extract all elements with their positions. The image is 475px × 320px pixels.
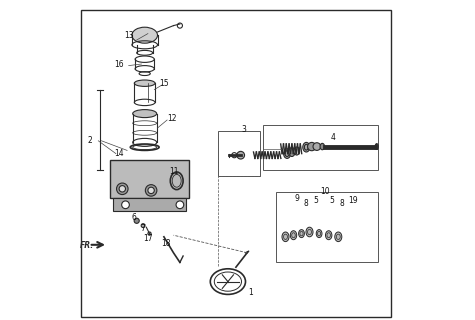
Ellipse shape	[299, 230, 304, 237]
Text: 8: 8	[339, 199, 344, 208]
Ellipse shape	[375, 144, 378, 149]
Ellipse shape	[294, 147, 300, 155]
Circle shape	[134, 218, 139, 223]
Ellipse shape	[335, 232, 342, 242]
Ellipse shape	[282, 232, 289, 242]
Text: 5: 5	[330, 196, 334, 204]
Text: 18: 18	[161, 239, 170, 248]
Bar	[110, 160, 190, 198]
Ellipse shape	[303, 142, 310, 152]
Ellipse shape	[289, 148, 295, 156]
Text: 8: 8	[304, 199, 309, 208]
Bar	[113, 198, 186, 211]
Ellipse shape	[290, 231, 297, 240]
Text: 16: 16	[114, 60, 124, 68]
Ellipse shape	[325, 231, 332, 240]
Ellipse shape	[316, 230, 322, 237]
Text: 11: 11	[169, 167, 178, 176]
Text: 5: 5	[314, 196, 318, 204]
Circle shape	[141, 224, 145, 228]
Text: 6: 6	[131, 213, 136, 222]
Text: 12: 12	[167, 114, 177, 123]
Ellipse shape	[133, 109, 157, 118]
Text: 2: 2	[88, 136, 93, 145]
Text: 19: 19	[349, 196, 358, 204]
Text: 17: 17	[143, 234, 153, 243]
Text: 4: 4	[331, 133, 336, 142]
Ellipse shape	[320, 143, 324, 150]
Ellipse shape	[134, 80, 155, 86]
Text: FR.: FR.	[80, 241, 94, 250]
Ellipse shape	[132, 27, 158, 43]
Text: 13: 13	[124, 31, 133, 40]
Circle shape	[148, 187, 154, 194]
Circle shape	[176, 201, 184, 209]
Text: 10: 10	[320, 188, 329, 196]
Bar	[218, 131, 260, 176]
Circle shape	[148, 232, 151, 235]
Circle shape	[237, 151, 245, 159]
Circle shape	[122, 201, 129, 209]
Text: 3: 3	[241, 125, 247, 134]
Bar	[263, 125, 378, 170]
Circle shape	[119, 186, 125, 192]
Ellipse shape	[284, 149, 291, 158]
Text: 7: 7	[141, 224, 145, 233]
Circle shape	[116, 183, 128, 195]
Circle shape	[145, 185, 157, 196]
Circle shape	[313, 143, 321, 150]
Text: 9: 9	[294, 194, 299, 203]
Text: 15: 15	[159, 79, 169, 88]
Ellipse shape	[306, 227, 313, 237]
Circle shape	[308, 142, 316, 151]
Text: 14: 14	[114, 149, 124, 158]
Text: 1: 1	[248, 288, 253, 297]
Bar	[276, 192, 378, 262]
